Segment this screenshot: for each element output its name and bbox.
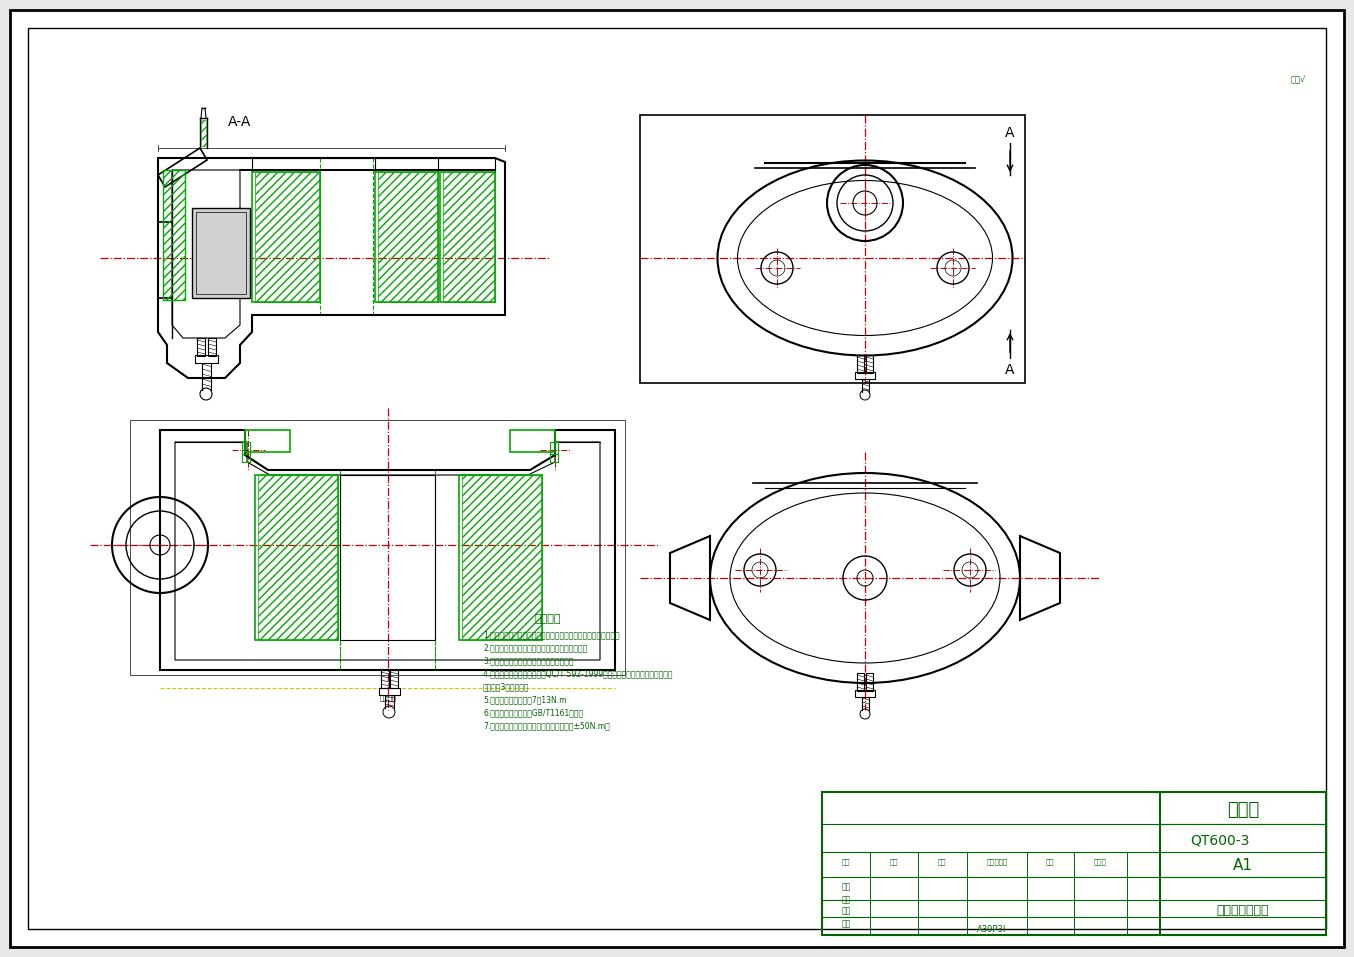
Text: A1: A1	[1233, 857, 1252, 873]
Bar	[196, 338, 204, 356]
Bar	[510, 430, 555, 452]
Text: 签名: 签名	[1045, 858, 1055, 865]
Bar	[867, 355, 873, 373]
Bar	[378, 172, 437, 302]
Text: 7.制动卡钳总套装配后连接螺栓拧紧力矩为±50N.m。: 7.制动卡钳总套装配后连接螺栓拧紧力矩为±50N.m。	[483, 721, 609, 730]
Bar	[854, 372, 875, 379]
Bar	[196, 212, 246, 294]
Text: 2.清果部新零铸造不得有缩孔及冷节均匀光洁表。: 2.清果部新零铸造不得有缩孔及冷节均匀光洁表。	[483, 643, 588, 652]
Text: A: A	[1005, 126, 1014, 140]
Text: 试验法》3标准规定。: 试验法》3标准规定。	[483, 682, 529, 691]
Text: 年月日: 年月日	[1094, 858, 1106, 865]
Bar	[854, 690, 875, 697]
Bar	[162, 170, 185, 300]
Text: 表面√: 表面√	[1290, 76, 1305, 84]
Bar	[380, 670, 389, 688]
Bar	[242, 442, 250, 454]
Bar	[192, 208, 250, 298]
Bar	[340, 475, 435, 640]
Text: A: A	[1005, 363, 1014, 377]
Text: 技术要求: 技术要求	[535, 614, 562, 624]
Text: 6.油管接头拧紧力矩按GB/T1161换算。: 6.油管接头拧紧力矩按GB/T1161换算。	[483, 708, 584, 717]
Bar	[259, 475, 338, 640]
Bar	[379, 688, 399, 695]
Text: A30P3I: A30P3I	[978, 925, 1006, 934]
Bar	[162, 170, 185, 300]
Bar	[822, 792, 1326, 935]
Bar	[857, 673, 864, 691]
Text: 5.放气螺钉拧紧力矩为7～13N.m: 5.放气螺钉拧紧力矩为7～13N.m	[483, 695, 566, 704]
Text: 4.滚动轴承成组量具达到符合QC/T 592-1999《轿车制动系统总成要求及台架的: 4.滚动轴承成组量具达到符合QC/T 592-1999《轿车制动系统总成要求及台…	[483, 669, 673, 678]
Bar	[245, 430, 290, 452]
Bar	[440, 172, 496, 302]
Text: 批次: 批次	[842, 858, 850, 865]
Bar	[255, 172, 320, 302]
Bar	[252, 172, 320, 302]
Text: 审核: 审核	[841, 896, 850, 904]
Text: A-A: A-A	[227, 115, 252, 129]
Bar	[443, 172, 496, 302]
Text: 设计: 设计	[841, 882, 850, 892]
Text: 1.通用技术总规范按照铸，导轨硬铸铁及铸件通用技术条件测量。: 1.通用技术总规范按照铸，导轨硬铸铁及铸件通用技术条件测量。	[483, 630, 620, 639]
Bar	[255, 475, 338, 640]
Text: 处数: 处数	[938, 858, 946, 865]
Bar	[857, 355, 864, 373]
Bar	[209, 338, 217, 356]
Bar	[242, 454, 250, 462]
Bar	[130, 420, 626, 675]
Bar	[867, 673, 873, 691]
Bar	[200, 120, 206, 146]
Bar	[550, 442, 558, 454]
Text: 制动钳: 制动钳	[1227, 801, 1259, 819]
Bar	[462, 475, 542, 640]
Text: 工艺: 工艺	[841, 906, 850, 916]
Text: 批准: 批准	[841, 920, 850, 928]
Text: 3.果树对未注明公差尺寸公差按未注公差。: 3.果树对未注明公差尺寸公差按未注公差。	[483, 656, 574, 665]
Text: QT600-3: QT600-3	[1190, 833, 1250, 847]
Text: 标记: 标记	[890, 858, 898, 865]
Text: 更改文件号: 更改文件号	[986, 858, 1007, 865]
Bar	[195, 355, 218, 363]
Bar	[550, 454, 558, 462]
Text: 哈工大华德学院: 哈工大华德学院	[1217, 903, 1269, 917]
Text: 参考尺寸: 参考尺寸	[379, 695, 397, 701]
Bar	[390, 670, 398, 688]
Bar	[375, 172, 437, 302]
Bar	[459, 475, 542, 640]
Bar	[640, 115, 1025, 383]
